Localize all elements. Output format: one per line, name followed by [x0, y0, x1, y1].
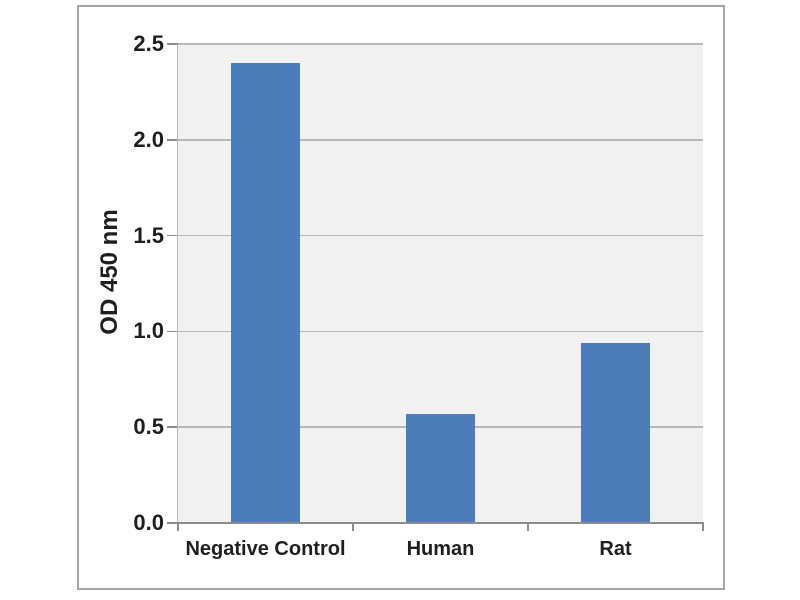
y-axis-tick [167, 139, 178, 141]
gridline [178, 330, 703, 333]
category-label: Negative Control [185, 538, 346, 560]
x-axis-line [177, 521, 704, 524]
y-axis-tick [167, 522, 178, 524]
category-label: Rat [599, 538, 632, 560]
x-axis-tick [702, 523, 704, 531]
x-axis-tick [527, 523, 529, 531]
y-tick-label: 0.5 [133, 414, 164, 440]
y-tick-label: 1.0 [133, 318, 164, 344]
bar [231, 63, 300, 523]
gridline [178, 43, 703, 45]
y-tick-label: 0.0 [133, 510, 164, 535]
y-axis-tick [167, 330, 178, 333]
y-axis-tick [167, 43, 178, 45]
x-axis-tick [177, 523, 179, 531]
gridline [178, 234, 703, 237]
y-tick-label: 2.0 [133, 126, 164, 152]
y-axis-tick [167, 234, 178, 237]
x-axis-tick [352, 523, 354, 531]
y-axis-tick [167, 426, 178, 428]
gridline [178, 139, 703, 141]
y-axis-line [176, 44, 178, 523]
category-label: Human [406, 538, 475, 560]
bar [581, 342, 650, 523]
bar [406, 413, 475, 523]
y-tick-label: 1.5 [133, 222, 164, 248]
y-axis-title: OD 450 nm [96, 209, 123, 335]
y-tick-label: 2.5 [133, 31, 164, 56]
